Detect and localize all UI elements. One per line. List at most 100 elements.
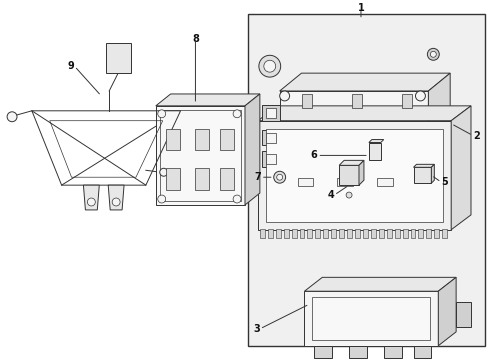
Bar (106, 44, 131, 73)
Polygon shape (358, 160, 363, 185)
Text: 7: 7 (254, 172, 260, 182)
Circle shape (112, 198, 120, 206)
Bar (291, 229, 296, 238)
Text: 2: 2 (472, 131, 479, 141)
Polygon shape (304, 291, 437, 346)
Circle shape (87, 198, 95, 206)
Bar (165, 168, 179, 190)
Circle shape (258, 55, 280, 77)
Circle shape (415, 91, 425, 101)
Bar (312, 297, 429, 340)
Polygon shape (257, 121, 450, 230)
Bar (275, 229, 280, 238)
Polygon shape (261, 105, 279, 121)
Bar (323, 229, 327, 238)
Bar (259, 229, 264, 238)
Text: 9: 9 (68, 61, 74, 71)
Polygon shape (455, 302, 470, 327)
Bar (346, 229, 351, 238)
Polygon shape (261, 130, 279, 145)
Polygon shape (339, 160, 363, 165)
Circle shape (273, 171, 285, 183)
Circle shape (7, 112, 17, 122)
Polygon shape (430, 164, 433, 183)
Circle shape (233, 195, 241, 203)
Polygon shape (413, 167, 430, 183)
Polygon shape (247, 14, 484, 346)
Polygon shape (348, 346, 366, 357)
Bar (418, 229, 423, 238)
Circle shape (158, 110, 165, 118)
Bar (337, 178, 352, 186)
Polygon shape (413, 164, 433, 167)
Polygon shape (279, 91, 427, 175)
Bar (386, 229, 391, 238)
Bar (433, 229, 438, 238)
Bar (402, 229, 407, 238)
Polygon shape (261, 152, 279, 167)
Polygon shape (373, 175, 395, 189)
Polygon shape (437, 277, 455, 346)
Bar (283, 229, 288, 238)
Bar (394, 229, 399, 238)
Polygon shape (279, 73, 449, 91)
Bar (401, 94, 411, 108)
Bar (195, 168, 209, 190)
Bar (302, 94, 312, 108)
Circle shape (158, 195, 165, 203)
Polygon shape (156, 94, 259, 106)
Polygon shape (314, 346, 331, 357)
Bar (265, 154, 275, 164)
Circle shape (346, 192, 351, 198)
Text: 5: 5 (440, 177, 447, 187)
Bar (160, 110, 241, 201)
Polygon shape (383, 346, 401, 357)
Text: 4: 4 (327, 190, 333, 200)
Bar (370, 229, 375, 238)
Bar (315, 229, 320, 238)
Polygon shape (333, 175, 355, 189)
Bar (351, 94, 361, 108)
Bar (378, 229, 383, 238)
Text: 1: 1 (357, 3, 364, 13)
Bar (195, 129, 209, 150)
Circle shape (429, 51, 435, 57)
Bar (265, 129, 442, 222)
Polygon shape (304, 277, 455, 291)
Bar (362, 229, 367, 238)
Bar (339, 229, 344, 238)
Bar (297, 178, 313, 186)
Bar (376, 178, 392, 186)
Text: 6: 6 (310, 150, 317, 161)
Polygon shape (339, 165, 358, 185)
Circle shape (264, 60, 275, 72)
Bar (165, 129, 179, 150)
Bar (354, 229, 359, 238)
Bar (368, 143, 380, 160)
Bar (220, 129, 234, 150)
Polygon shape (257, 106, 470, 121)
Polygon shape (368, 140, 383, 143)
Bar (265, 108, 275, 118)
Circle shape (279, 91, 289, 101)
Bar (265, 132, 275, 143)
Polygon shape (83, 185, 99, 210)
Polygon shape (294, 175, 316, 189)
Polygon shape (108, 185, 124, 210)
Circle shape (427, 48, 438, 60)
Polygon shape (244, 94, 259, 205)
Bar (299, 229, 304, 238)
Text: 8: 8 (192, 35, 199, 44)
Polygon shape (427, 73, 449, 175)
Bar (410, 229, 415, 238)
Circle shape (160, 168, 167, 176)
Circle shape (233, 110, 241, 118)
Bar (426, 229, 430, 238)
Polygon shape (156, 106, 244, 205)
Bar (441, 229, 447, 238)
Text: 3: 3 (253, 324, 259, 334)
Polygon shape (413, 346, 430, 357)
Bar (330, 229, 336, 238)
Bar (267, 229, 272, 238)
Polygon shape (450, 106, 470, 230)
